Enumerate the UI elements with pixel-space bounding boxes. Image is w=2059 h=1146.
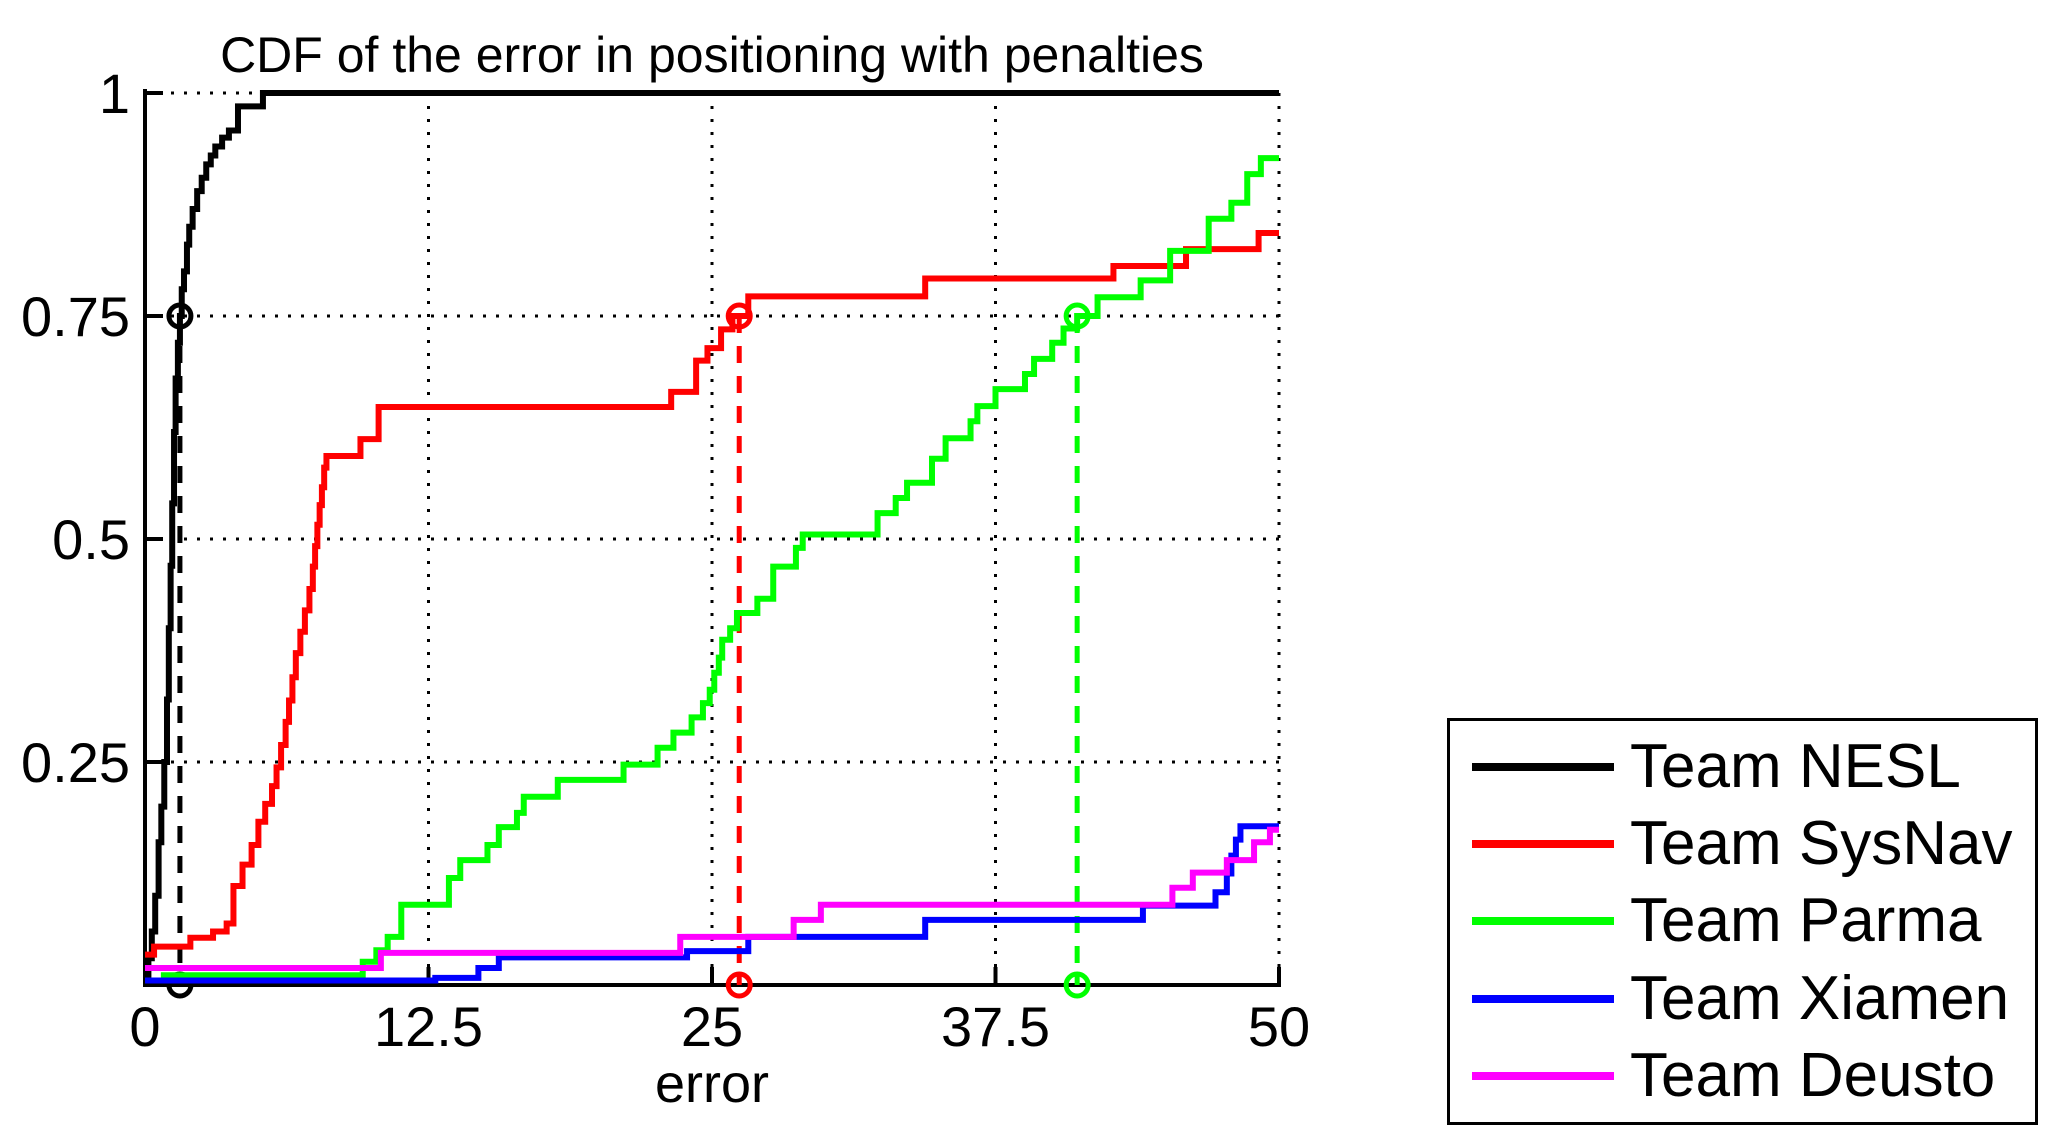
x-axis-label: error bbox=[655, 1054, 769, 1114]
legend-label: Team SysNav bbox=[1630, 809, 2013, 879]
x-tick-label: 25 bbox=[681, 995, 743, 1058]
cdf-curve-team-sysnav bbox=[145, 230, 1279, 958]
legend-swatch bbox=[1472, 994, 1614, 1003]
y-tick-label: 0.75 bbox=[21, 285, 130, 348]
p75-circle-bottom bbox=[1063, 971, 1091, 999]
legend-item: Team Xiamen bbox=[1450, 963, 2035, 1033]
y-tick-label: 1 bbox=[99, 62, 130, 125]
p75-circle-bottom bbox=[725, 971, 753, 999]
legend-item: Team Deusto bbox=[1450, 1040, 2035, 1110]
legend-label: Team Parma bbox=[1630, 886, 1982, 956]
legend-swatch bbox=[1472, 917, 1614, 926]
legend-item: Team NESL bbox=[1450, 736, 2035, 798]
legend-label: Team Deusto bbox=[1630, 1040, 1996, 1110]
legend-item: Team Parma bbox=[1450, 890, 2035, 952]
legend-label: Team NESL bbox=[1630, 732, 1961, 802]
legend-swatch bbox=[1472, 763, 1614, 772]
cdf-curve-team-xiamen bbox=[145, 823, 1279, 984]
x-tick-label: 0 bbox=[129, 995, 160, 1058]
x-tick-label: 12.5 bbox=[374, 995, 483, 1058]
y-tick-label: 0.5 bbox=[52, 508, 130, 571]
cdf-curve-team-nesl bbox=[145, 90, 1279, 980]
legend-swatch bbox=[1472, 1071, 1614, 1080]
legend-label: Team Xiamen bbox=[1630, 963, 2010, 1033]
cdf-curve-team-deusto bbox=[145, 826, 1279, 972]
legend: Team NESL Team SysNav Team Parma Team Xiame… bbox=[1447, 718, 2038, 1125]
legend-item: Team SysNav bbox=[1450, 813, 2035, 875]
y-tick-label: 0.25 bbox=[21, 731, 130, 794]
cdf-curve-team-parma bbox=[160, 155, 1279, 979]
x-tick-label: 50 bbox=[1248, 995, 1310, 1058]
chart-title: CDF of the error in positioning with pen… bbox=[220, 27, 1204, 83]
legend-swatch bbox=[1472, 840, 1614, 849]
x-tick-label: 37.5 bbox=[941, 995, 1050, 1058]
